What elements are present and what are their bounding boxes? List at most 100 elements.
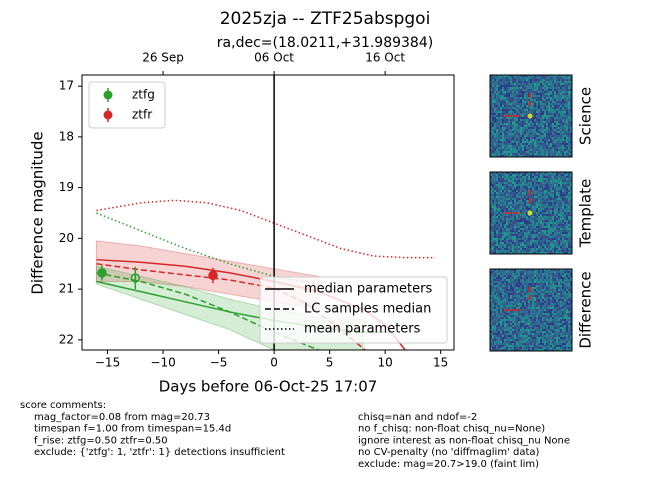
pixel (546, 289, 548, 291)
pixel (504, 303, 506, 305)
pixel (560, 115, 562, 117)
pixel (490, 85, 492, 87)
pixel (524, 287, 526, 289)
pixel (508, 271, 510, 273)
cutout-image (489, 268, 573, 352)
pixel (540, 281, 542, 283)
pixel (498, 269, 500, 271)
pixel (546, 139, 548, 141)
pixel (564, 115, 566, 117)
pixel (494, 113, 496, 115)
pixel (530, 87, 532, 89)
pixel (528, 178, 530, 180)
pixel (560, 208, 562, 210)
pixel (516, 75, 518, 77)
pixel (556, 87, 558, 89)
pixel (536, 101, 538, 103)
pixel (568, 113, 570, 115)
pixel (526, 327, 528, 329)
pixel (556, 220, 558, 222)
pixel (542, 236, 544, 238)
pixel (496, 339, 498, 341)
pixel (510, 131, 512, 133)
pixel (522, 335, 524, 337)
pixel (492, 210, 494, 212)
pixel (512, 252, 514, 254)
pixel (566, 287, 568, 289)
pixel (548, 339, 550, 341)
pixel (520, 236, 522, 238)
pixel (558, 103, 560, 105)
pixel (566, 240, 568, 242)
pixel (504, 315, 506, 317)
pixel (560, 220, 562, 222)
pixel (518, 323, 520, 325)
pixel (538, 216, 540, 218)
pixel (522, 333, 524, 335)
pixel (520, 311, 522, 313)
pixel (504, 87, 506, 89)
pixel (546, 248, 548, 250)
pixel (510, 196, 512, 198)
pixel (558, 281, 560, 283)
pixel (522, 117, 524, 119)
pixel (490, 202, 492, 204)
pixel (504, 220, 506, 222)
pixel (492, 331, 494, 333)
pixel (500, 182, 502, 184)
pixel (498, 236, 500, 238)
pixel (510, 180, 512, 182)
pixel (548, 246, 550, 248)
pixel (502, 192, 504, 194)
pixel (524, 289, 526, 291)
pixel (490, 297, 492, 299)
pixel (498, 325, 500, 327)
pixel (530, 149, 532, 151)
pixel (490, 242, 492, 244)
pixel (566, 202, 568, 204)
pixel (542, 93, 544, 95)
pixel (556, 172, 558, 174)
pixel (558, 75, 560, 77)
pixel (512, 198, 514, 200)
pixel (530, 174, 532, 176)
pixel (514, 339, 516, 341)
pixel (564, 109, 566, 111)
pixel (524, 291, 526, 293)
pixel (520, 133, 522, 135)
pixel (562, 115, 564, 117)
pixel (538, 109, 540, 111)
pixel (524, 224, 526, 226)
pixel (490, 91, 492, 93)
pixel (512, 178, 514, 180)
pixel (564, 216, 566, 218)
pixel (542, 204, 544, 206)
pixel (554, 281, 556, 283)
pixel (492, 117, 494, 119)
pixel (496, 323, 498, 325)
pixel (550, 153, 552, 155)
pixel (556, 198, 558, 200)
pixel (558, 216, 560, 218)
pixel (534, 79, 536, 81)
pixel (520, 97, 522, 99)
pixel (508, 234, 510, 236)
pixel (546, 323, 548, 325)
pixel (526, 200, 528, 202)
pixel (504, 89, 506, 91)
pixel (516, 321, 518, 323)
pixel (520, 125, 522, 127)
pixel (546, 192, 548, 194)
pixel (546, 315, 548, 317)
pixel (496, 79, 498, 81)
pixel (534, 281, 536, 283)
pixel (534, 232, 536, 234)
pixel (530, 303, 532, 305)
pixel (528, 250, 530, 252)
pixel (554, 343, 556, 345)
pixel (526, 204, 528, 206)
pixel (556, 333, 558, 335)
pixel (540, 343, 542, 345)
pixel (550, 291, 552, 293)
pixel (494, 238, 496, 240)
